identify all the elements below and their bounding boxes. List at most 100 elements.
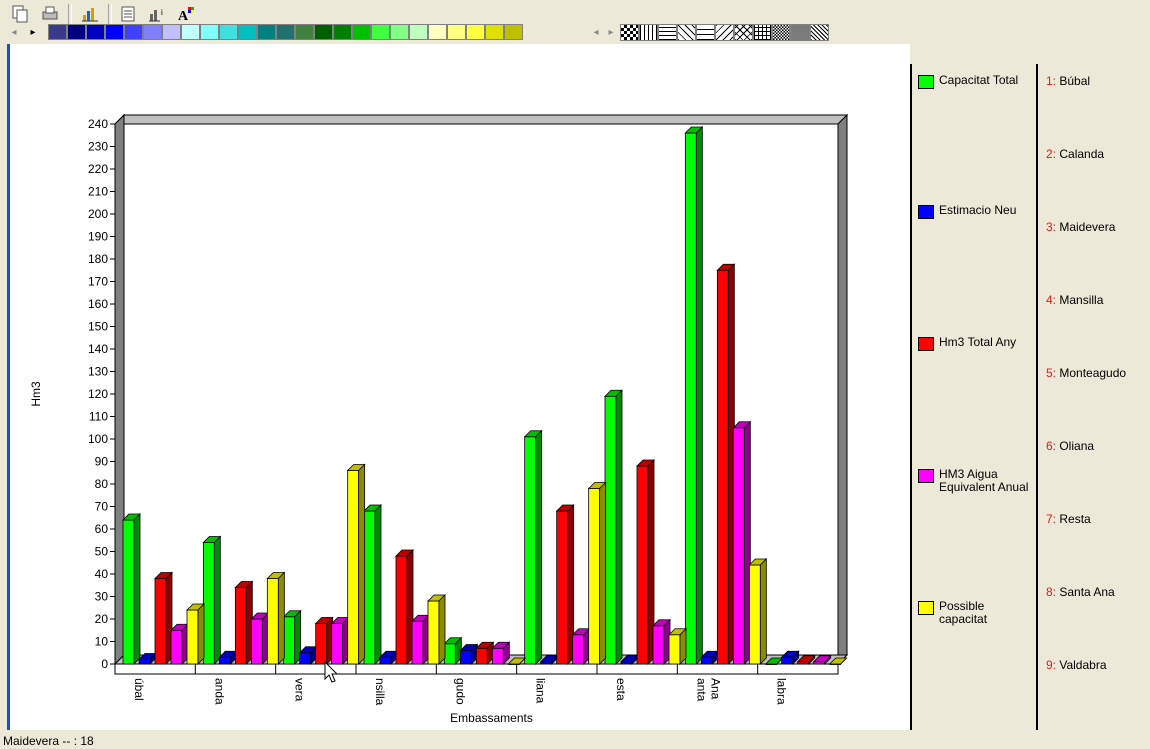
pattern-swatch[interactable] [734,24,753,41]
color-swatch[interactable] [276,24,295,40]
y-tick-label: 110 [89,410,108,424]
color-swatch[interactable] [67,24,86,40]
category-index-name: Oliana [1056,439,1095,453]
font-icon[interactable]: A [172,3,200,25]
color-swatch[interactable] [200,24,219,40]
category-index-item: 3: Maidevera [1046,220,1115,234]
y-tick-label: 220 [88,162,108,176]
category-index-name: Maidevera [1056,220,1116,234]
y-tick-label: 230 [88,140,108,154]
y-tick-label: 50 [95,545,109,559]
color-swatch[interactable] [181,24,200,40]
pattern-swatch[interactable] [753,24,772,41]
color-swatch[interactable] [390,24,409,40]
bar [748,564,761,665]
legend-label: HM3 Aigua Equivalent Anual [939,467,1029,494]
color-swatch[interactable] [162,24,181,40]
pattern-swatch[interactable] [620,24,639,41]
palette-right-icon[interactable]: ▸ [30,26,36,38]
bar [684,132,697,665]
bar [443,643,456,665]
color-swatch[interactable] [257,24,276,40]
color-swatch[interactable] [143,24,162,40]
pattern-swatch[interactable] [715,24,734,41]
x-tick-label: anda [212,678,226,705]
pattern-left-icon[interactable]: ◂ [593,26,599,38]
legend-item[interactable]: Hm3 Total Any [918,336,1031,351]
pattern-swatch[interactable] [791,24,810,41]
color-swatch[interactable] [504,24,523,40]
bar-side [133,513,141,665]
color-palette[interactable] [48,24,523,41]
bar [347,470,360,665]
color-swatch[interactable] [371,24,390,40]
bar-side [840,657,847,665]
pattern-swatch[interactable] [639,24,658,41]
color-swatch[interactable] [447,24,466,40]
color-swatch[interactable] [238,24,257,40]
pattern-swatch[interactable] [677,24,696,41]
copy-icon[interactable] [6,3,34,25]
legend-label: Hm3 Total Any [939,335,1017,349]
category-index-name: Mansilla [1056,293,1104,307]
legend-icon[interactable]: i [144,3,172,25]
color-swatch[interactable] [333,24,352,40]
legend-item[interactable]: Possible capacitat [918,600,1031,626]
legend-label: Possible capacitat [939,599,988,626]
bar [716,269,729,665]
bar [218,656,231,665]
pattern-swatch[interactable] [696,24,715,41]
bar [668,634,681,665]
bar-side [277,571,285,665]
color-swatch[interactable] [314,24,333,40]
color-swatch[interactable] [124,24,143,40]
legend: Capacitat Total Estimacio Neu Hm3 Total An… [910,64,1038,730]
category-index-number: 8: [1046,585,1057,599]
bar [170,629,183,665]
category-index-number: 2: [1046,147,1057,161]
color-swatch[interactable] [485,24,504,40]
pattern-swatch[interactable] [658,24,677,41]
bar-side [679,627,687,665]
legend-item[interactable]: HM3 Aigua Equivalent Anual [918,468,1031,494]
pattern-swatch[interactable] [772,24,791,41]
color-swatch[interactable] [466,24,485,40]
pattern-swatch[interactable] [810,24,829,41]
color-swatch[interactable] [48,24,67,40]
color-swatch[interactable] [295,24,314,40]
x-tick-label: vera [293,678,307,702]
bar [154,578,167,665]
chart-gallery-icon[interactable] [76,3,104,25]
color-swatch[interactable] [428,24,447,40]
pattern-palette[interactable] [620,24,829,41]
y-tick-label: 10 [95,635,109,649]
bar [636,465,649,665]
bar-side [808,654,816,665]
category-index-item: 7: Resta [1046,512,1091,526]
legend-item[interactable]: Estimacio Neu [918,204,1031,219]
bar [700,656,713,665]
color-swatch[interactable] [86,24,105,40]
plot-top-edge [113,114,849,125]
bar-side [213,535,221,665]
category-index-name: Valdabra [1056,658,1107,672]
legend-item[interactable]: Capacitat Total [918,74,1031,89]
y-tick-label: 200 [88,207,108,221]
category-index-number: 6: [1046,439,1057,453]
color-swatch[interactable] [352,24,371,40]
category-index-name: Resta [1056,512,1091,526]
chart-area[interactable]: 0 10 20 30 40 50 60 70 80 90 100 110 120 130 140 150 160… [7,44,910,730]
print-icon[interactable] [36,3,64,25]
palette-left-icon[interactable]: ◂ [11,26,17,38]
bar [475,647,488,665]
color-swatch[interactable] [409,24,428,40]
bar-side [599,481,607,665]
bar [524,436,537,665]
color-swatch[interactable] [219,24,238,40]
y-tick-label: 40 [95,567,109,581]
pattern-right-icon[interactable]: ▸ [608,26,614,38]
data-table-icon[interactable] [114,3,142,25]
bar [588,488,601,665]
color-swatch[interactable] [105,24,124,40]
bar-side [438,594,446,665]
